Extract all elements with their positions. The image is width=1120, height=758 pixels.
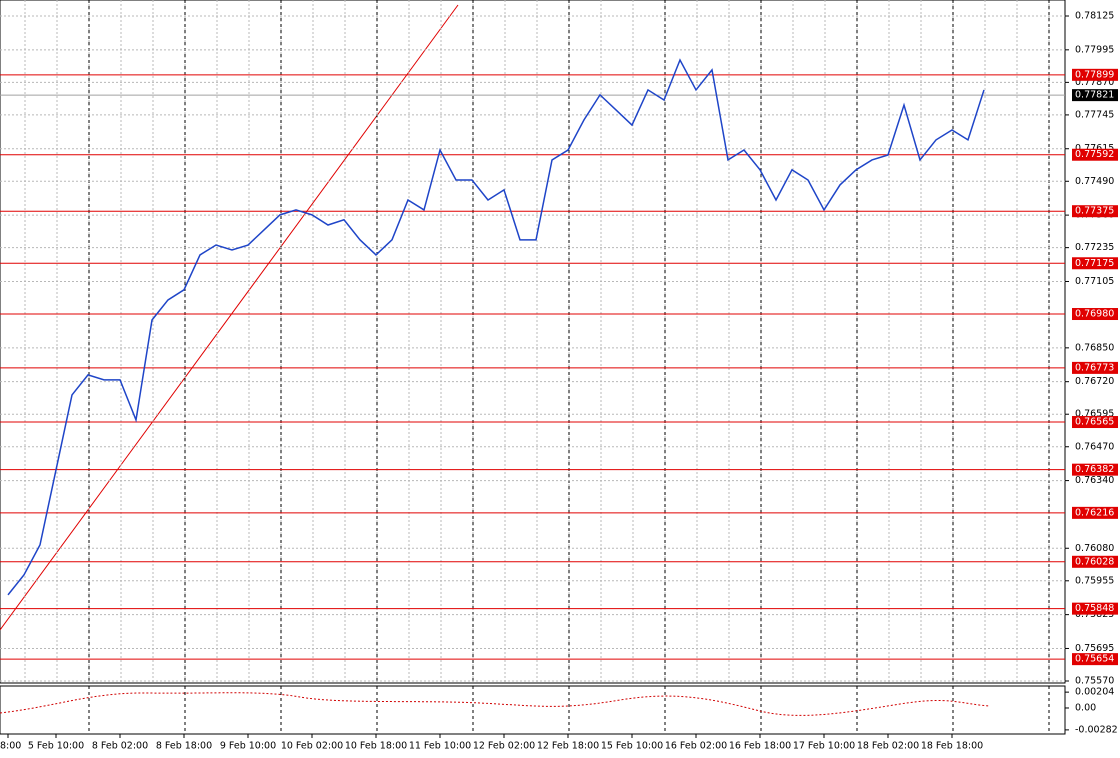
indicator-tick-label: 0.00 <box>1075 702 1096 713</box>
y-tick-label: 0.78125 <box>1075 11 1114 22</box>
indicator-tick-label: -0.00282 <box>1075 724 1118 735</box>
y-tick-label: 0.77745 <box>1075 109 1114 120</box>
x-tick-label: 5 Feb 10:00 <box>28 741 84 752</box>
y-tick-label: 0.75570 <box>1075 676 1114 687</box>
x-tick-label: 10 Feb 02:00 <box>281 741 343 752</box>
level-label-box <box>1072 257 1118 270</box>
indicator-signal <box>0 692 991 716</box>
x-tick-label: 11 Feb 10:00 <box>409 741 471 752</box>
level-label-box <box>1072 506 1118 519</box>
x-tick-label: 17 Feb 10:00 <box>793 741 855 752</box>
x-tick-label: 9 Feb 10:00 <box>220 741 276 752</box>
y-tick-label: 0.76470 <box>1075 441 1114 452</box>
x-tick-label: 18 Feb 02:00 <box>857 741 919 752</box>
last-price-label: 0.77821 <box>1075 90 1114 101</box>
price-line <box>7 58 985 596</box>
x-tick-label: 8 Feb 02:00 <box>92 741 148 752</box>
level-label-box <box>1072 68 1118 81</box>
level-label: 0.76565 <box>1075 417 1114 428</box>
trend-line <box>0 4 459 631</box>
x-tick-label: 8:00 <box>0 741 21 752</box>
level-label-box <box>1072 205 1118 218</box>
x-tick-label: 18 Feb 18:00 <box>921 741 983 752</box>
level-label-box <box>1072 416 1118 429</box>
level-label-box <box>1072 308 1118 321</box>
level-label: 0.77899 <box>1075 69 1114 80</box>
x-tick-label: 12 Feb 18:00 <box>537 741 599 752</box>
level-label-box <box>1072 148 1118 161</box>
indicator-pane <box>0 685 1066 735</box>
x-tick-label: 12 Feb 02:00 <box>473 741 535 752</box>
y-tick-label: 0.77235 <box>1075 242 1114 253</box>
level-label-box <box>1072 463 1118 476</box>
level-label: 0.75848 <box>1075 603 1114 614</box>
y-tick-label: 0.76595 <box>1075 409 1114 420</box>
x-tick-label: 16 Feb 18:00 <box>729 741 791 752</box>
y-tick-label: 0.77105 <box>1075 276 1114 287</box>
main-pane <box>0 0 1066 684</box>
level-label: 0.76216 <box>1075 507 1114 518</box>
y-tick-label: 0.77995 <box>1075 44 1114 55</box>
y-tick-label: 0.77870 <box>1075 77 1114 88</box>
level-label: 0.76773 <box>1075 362 1114 373</box>
level-label: 0.76382 <box>1075 464 1114 475</box>
level-label: 0.77592 <box>1075 149 1114 160</box>
y-tick-label: 0.77490 <box>1075 176 1114 187</box>
level-label: 0.77375 <box>1075 206 1114 217</box>
y-tick-label: 0.75955 <box>1075 575 1114 586</box>
level-label: 0.75654 <box>1075 654 1114 665</box>
level-label-box <box>1072 602 1118 615</box>
level-label-box <box>1072 361 1118 374</box>
level-label-box <box>1072 653 1118 666</box>
y-tick-label: 0.75695 <box>1075 643 1114 654</box>
last-price-box <box>1072 89 1118 102</box>
x-tick-label: 15 Feb 10:00 <box>601 741 663 752</box>
indicator-tick-label: 0.00204 <box>1075 687 1114 698</box>
x-tick-label: 16 Feb 02:00 <box>665 741 727 752</box>
level-label: 0.77175 <box>1075 258 1114 269</box>
y-tick-label: 0.76720 <box>1075 376 1114 387</box>
y-tick-label: 0.76080 <box>1075 543 1114 554</box>
y-tick-label: 0.76340 <box>1075 475 1114 486</box>
x-tick-label: 10 Feb 18:00 <box>345 741 407 752</box>
level-label: 0.76028 <box>1075 556 1114 567</box>
y-tick-label: 0.76850 <box>1075 342 1114 353</box>
x-tick-label: 8 Feb 18:00 <box>156 741 212 752</box>
level-label: 0.76980 <box>1075 309 1114 320</box>
level-label-box <box>1072 555 1118 568</box>
